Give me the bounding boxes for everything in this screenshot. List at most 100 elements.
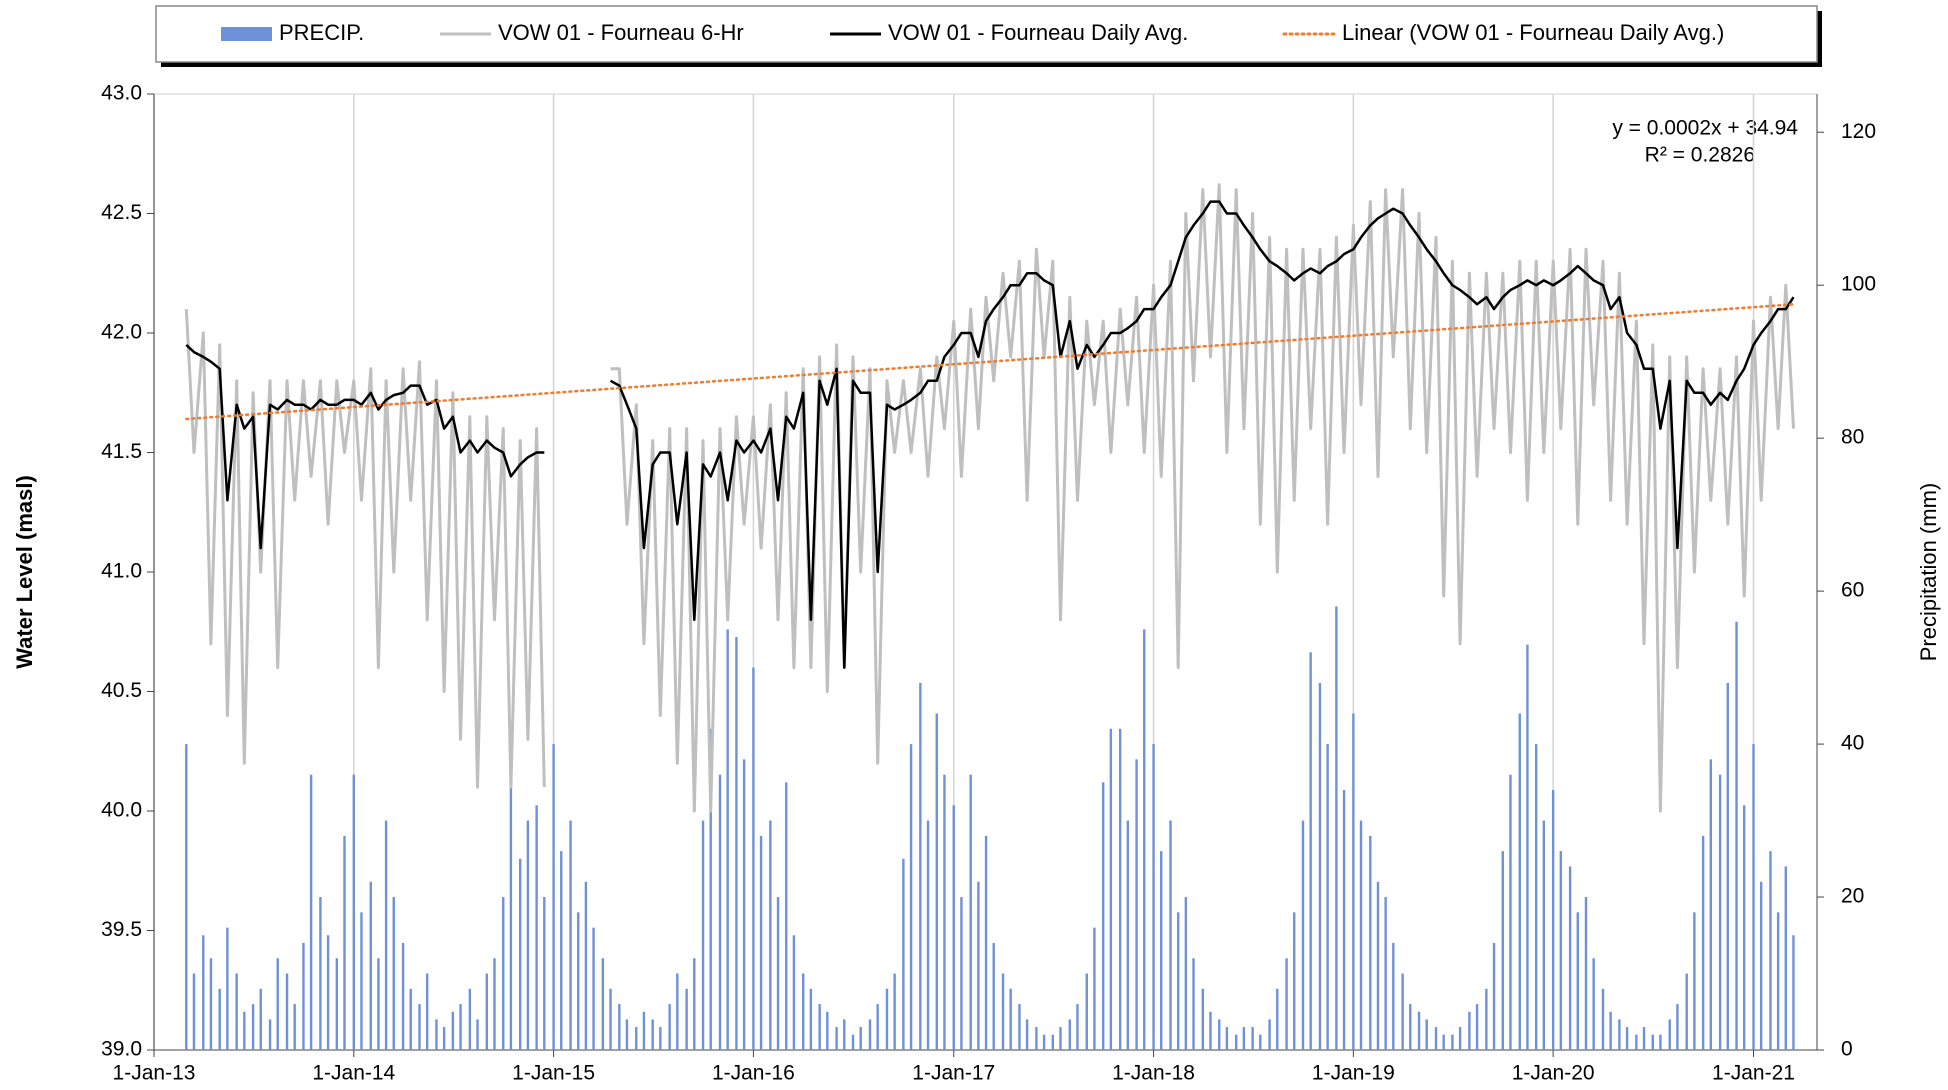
precip-bar bbox=[268, 1019, 272, 1050]
precip-bar bbox=[1251, 1027, 1254, 1050]
precip-bar bbox=[418, 1004, 421, 1050]
precip-bar bbox=[442, 1027, 446, 1050]
precip-bar bbox=[1792, 935, 1795, 1050]
precip-bar bbox=[1442, 1034, 1445, 1050]
precip-bar bbox=[992, 942, 995, 1050]
precip-bar bbox=[1668, 1019, 1671, 1050]
precip-bar bbox=[618, 1004, 621, 1050]
precip-bar bbox=[1318, 682, 1322, 1050]
y2-tick-label: 0 bbox=[1841, 1038, 1853, 1061]
precip-bar bbox=[451, 1011, 455, 1050]
precip-bar bbox=[769, 820, 772, 1050]
precip-bar bbox=[1376, 881, 1380, 1050]
precip-bar bbox=[876, 1004, 879, 1050]
precip-bar bbox=[642, 1011, 646, 1050]
legend-box bbox=[155, 5, 1818, 63]
precip-bar bbox=[1152, 744, 1155, 1050]
precip-bar bbox=[1109, 728, 1113, 1050]
y2-tick-label: 60 bbox=[1841, 579, 1864, 602]
y2-axis-title: Precipitation (mm) bbox=[1916, 483, 1941, 661]
precip-bar bbox=[1584, 897, 1588, 1050]
precip-bar bbox=[676, 973, 679, 1050]
legend-label: PRECIP. bbox=[279, 20, 364, 45]
precip-bar bbox=[343, 835, 346, 1050]
precip-bar bbox=[1335, 606, 1338, 1050]
precip-bar bbox=[885, 988, 889, 1050]
precip-bar bbox=[1685, 973, 1688, 1050]
precip-bar bbox=[709, 728, 712, 1050]
precip-bar bbox=[1160, 851, 1163, 1050]
precip-bar bbox=[935, 713, 938, 1050]
precip-bar bbox=[809, 988, 813, 1050]
precip-bar bbox=[401, 942, 405, 1050]
precip-bar bbox=[1752, 744, 1755, 1050]
precip-bar bbox=[1434, 1027, 1438, 1050]
precip-bar bbox=[726, 629, 729, 1050]
y-tick-label: 42.0 bbox=[101, 321, 142, 344]
precip-bar bbox=[202, 935, 205, 1050]
precip-bar bbox=[1068, 1019, 1071, 1050]
legend-label: Linear (VOW 01 - Fourneau Daily Avg.) bbox=[1342, 20, 1724, 45]
x-tick-label: 1-Jan-16 bbox=[712, 1062, 795, 1085]
precip-bar bbox=[1259, 1034, 1262, 1050]
precip-bar bbox=[943, 774, 946, 1050]
precip-bar bbox=[1201, 988, 1205, 1050]
precip-bar bbox=[552, 744, 555, 1050]
y2-tick-label: 120 bbox=[1841, 120, 1876, 143]
precip-bar bbox=[335, 958, 339, 1050]
precip-bar bbox=[1509, 774, 1512, 1050]
precip-bar bbox=[1693, 912, 1696, 1050]
precip-bar bbox=[1225, 1027, 1229, 1050]
precip-bar bbox=[1485, 988, 1488, 1050]
precip-bar bbox=[609, 988, 612, 1050]
precip-bar bbox=[1209, 1011, 1212, 1050]
precip-bar bbox=[1369, 835, 1372, 1050]
trend-equation: y = 0.0002x + 34.94 bbox=[1612, 117, 1798, 140]
precip-bar bbox=[1392, 942, 1395, 1050]
precip-bar bbox=[360, 912, 363, 1050]
y2-tick-label: 40 bbox=[1841, 732, 1864, 755]
precip-bar bbox=[1417, 1011, 1421, 1050]
legend-label: VOW 01 - Fourneau 6-Hr bbox=[498, 20, 744, 45]
y-tick-label: 39.5 bbox=[101, 918, 142, 941]
precip-bar bbox=[285, 973, 289, 1050]
precip-bar bbox=[526, 820, 530, 1050]
precip-bar bbox=[893, 973, 896, 1050]
precip-bar bbox=[1051, 1034, 1055, 1050]
precip-bar bbox=[1425, 1019, 1428, 1050]
precip-bar bbox=[276, 958, 279, 1050]
precip-bar bbox=[235, 973, 238, 1050]
precip-bar bbox=[759, 835, 763, 1050]
precip-bar bbox=[1451, 1034, 1454, 1050]
precip-bar bbox=[835, 1027, 838, 1050]
precip-bar bbox=[635, 1027, 638, 1050]
precip-bar bbox=[209, 958, 213, 1050]
precip-bar bbox=[735, 637, 738, 1050]
precip-bar bbox=[1093, 927, 1096, 1050]
precip-bar bbox=[1101, 782, 1105, 1050]
precip-bar bbox=[1618, 1019, 1621, 1050]
precip-bar bbox=[1176, 912, 1180, 1050]
precip-bar bbox=[601, 958, 605, 1050]
x-tick-label: 1-Jan-19 bbox=[1312, 1062, 1395, 1085]
trend-r2: R² = 0.2826 bbox=[1645, 144, 1755, 167]
precip-bar bbox=[1501, 851, 1504, 1050]
precip-bar bbox=[909, 744, 913, 1050]
precip-bar bbox=[1184, 897, 1188, 1050]
precip-bar bbox=[1276, 988, 1279, 1050]
x-tick-label: 1-Jan-15 bbox=[512, 1062, 595, 1085]
precip-bar bbox=[926, 820, 930, 1050]
precip-bar bbox=[902, 858, 905, 1050]
precip-bar bbox=[742, 759, 746, 1050]
precip-bar bbox=[392, 897, 395, 1050]
precip-bar bbox=[259, 988, 262, 1050]
precip-bar bbox=[309, 774, 313, 1050]
precip-bar bbox=[192, 973, 196, 1050]
precip-bar bbox=[718, 774, 722, 1050]
precip-bar bbox=[1559, 851, 1563, 1050]
precip-bar bbox=[1651, 1034, 1654, 1050]
precip-bar bbox=[1635, 1034, 1638, 1050]
precip-bar bbox=[919, 682, 922, 1050]
precip-bar bbox=[859, 1027, 862, 1050]
precip-bar bbox=[1359, 820, 1363, 1050]
